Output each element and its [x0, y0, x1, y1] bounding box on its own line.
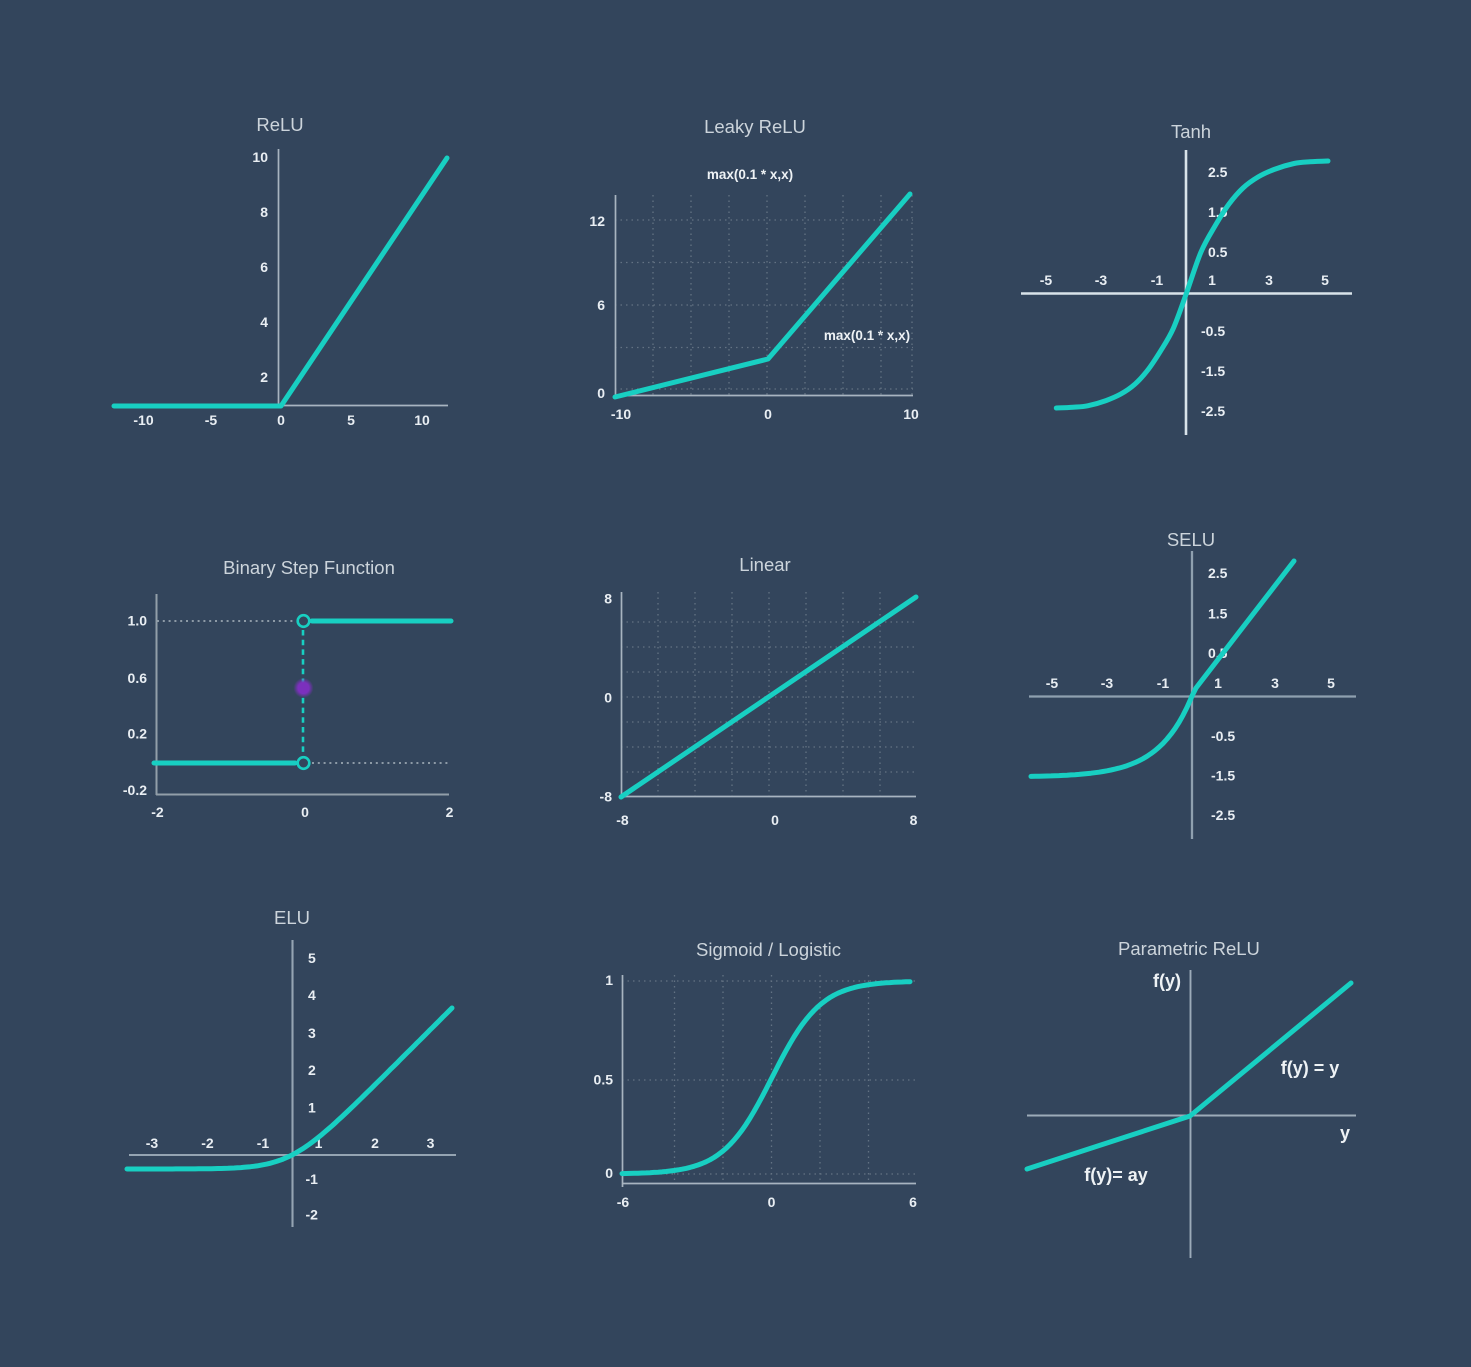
svg-text:-1: -1	[257, 1135, 270, 1151]
svg-text:2.5: 2.5	[1208, 565, 1228, 581]
svg-text:-10: -10	[133, 412, 153, 428]
svg-text:-2.5: -2.5	[1201, 403, 1225, 419]
svg-text:-1: -1	[1151, 272, 1164, 288]
svg-text:-8: -8	[600, 789, 613, 805]
svg-text:-1: -1	[306, 1171, 319, 1187]
svg-text:0: 0	[771, 812, 779, 828]
svg-text:Leaky ReLU: Leaky ReLU	[704, 116, 806, 137]
svg-text:-1: -1	[1157, 675, 1170, 691]
svg-text:2: 2	[371, 1135, 379, 1151]
svg-text:3: 3	[1265, 272, 1273, 288]
svg-text:10: 10	[252, 149, 268, 165]
svg-text:5: 5	[1327, 675, 1335, 691]
svg-text:8: 8	[260, 204, 268, 220]
svg-text:1: 1	[308, 1100, 316, 1116]
svg-text:max(0.1 * x,x): max(0.1 * x,x)	[707, 167, 793, 182]
svg-text:Tanh: Tanh	[1171, 121, 1211, 142]
svg-text:10: 10	[414, 412, 430, 428]
svg-text:1: 1	[605, 972, 613, 988]
svg-text:0.2: 0.2	[128, 726, 148, 742]
svg-text:4: 4	[308, 987, 316, 1003]
svg-text:3: 3	[1271, 675, 1279, 691]
svg-text:0: 0	[597, 385, 605, 401]
svg-text:0: 0	[605, 1165, 613, 1181]
svg-text:-0.5: -0.5	[1211, 728, 1235, 744]
svg-text:-0.5: -0.5	[1201, 323, 1225, 339]
svg-text:0: 0	[277, 412, 285, 428]
svg-text:1.5: 1.5	[1208, 606, 1228, 622]
svg-text:-0.2: -0.2	[123, 782, 147, 798]
svg-text:1: 1	[315, 1135, 323, 1151]
svg-text:12: 12	[589, 213, 605, 229]
svg-text:4: 4	[260, 314, 268, 330]
svg-text:0: 0	[604, 690, 612, 706]
svg-text:5: 5	[1321, 272, 1329, 288]
svg-text:1: 1	[1208, 272, 1216, 288]
svg-text:1: 1	[1214, 675, 1222, 691]
svg-text:3: 3	[308, 1025, 316, 1041]
svg-text:-3: -3	[1095, 272, 1108, 288]
svg-text:5: 5	[347, 412, 355, 428]
svg-text:-1.5: -1.5	[1211, 768, 1235, 784]
svg-text:1.0: 1.0	[128, 613, 148, 629]
svg-text:-2: -2	[201, 1135, 214, 1151]
svg-text:2.5: 2.5	[1208, 164, 1228, 180]
svg-text:5: 5	[308, 950, 316, 966]
svg-text:2: 2	[446, 804, 454, 820]
svg-text:f(y): f(y)	[1153, 971, 1181, 991]
svg-text:-1.5: -1.5	[1201, 363, 1225, 379]
svg-text:Parametric ReLU: Parametric ReLU	[1118, 938, 1260, 959]
svg-text:-5: -5	[205, 412, 218, 428]
svg-text:0.5: 0.5	[594, 1072, 614, 1088]
svg-text:0.6: 0.6	[128, 670, 148, 686]
svg-text:-2: -2	[151, 804, 164, 820]
svg-text:-5: -5	[1040, 272, 1053, 288]
svg-text:ELU: ELU	[274, 907, 310, 928]
svg-text:SELU: SELU	[1167, 529, 1215, 550]
svg-text:0: 0	[768, 1194, 776, 1210]
svg-text:0: 0	[301, 804, 309, 820]
svg-text:3: 3	[427, 1135, 435, 1151]
svg-text:-8: -8	[616, 812, 629, 828]
svg-text:Sigmoid / Logistic: Sigmoid / Logistic	[696, 939, 841, 960]
svg-text:8: 8	[604, 591, 612, 607]
svg-text:-6: -6	[617, 1194, 630, 1210]
svg-text:2: 2	[260, 369, 268, 385]
svg-text:-10: -10	[611, 406, 631, 422]
svg-text:-5: -5	[1046, 675, 1059, 691]
svg-text:-3: -3	[146, 1135, 159, 1151]
svg-text:0.5: 0.5	[1208, 244, 1228, 260]
svg-text:max(0.1 * x,x): max(0.1 * x,x)	[824, 328, 910, 343]
svg-text:6: 6	[909, 1194, 917, 1210]
svg-text:Linear: Linear	[739, 554, 790, 575]
svg-text:8: 8	[910, 812, 918, 828]
svg-text:-3: -3	[1101, 675, 1114, 691]
svg-text:-2.5: -2.5	[1211, 807, 1235, 823]
svg-text:6: 6	[260, 259, 268, 275]
svg-text:f(y) = y: f(y) = y	[1281, 1058, 1340, 1078]
svg-text:10: 10	[903, 406, 919, 422]
svg-text:2: 2	[308, 1062, 316, 1078]
svg-text:0: 0	[764, 406, 772, 422]
svg-text:-2: -2	[306, 1207, 319, 1223]
svg-text:Binary Step Function: Binary Step Function	[223, 557, 395, 578]
svg-text:f(y)= ay: f(y)= ay	[1084, 1165, 1148, 1185]
svg-text:y: y	[1340, 1123, 1350, 1143]
svg-text:6: 6	[597, 297, 605, 313]
svg-text:ReLU: ReLU	[256, 114, 303, 135]
